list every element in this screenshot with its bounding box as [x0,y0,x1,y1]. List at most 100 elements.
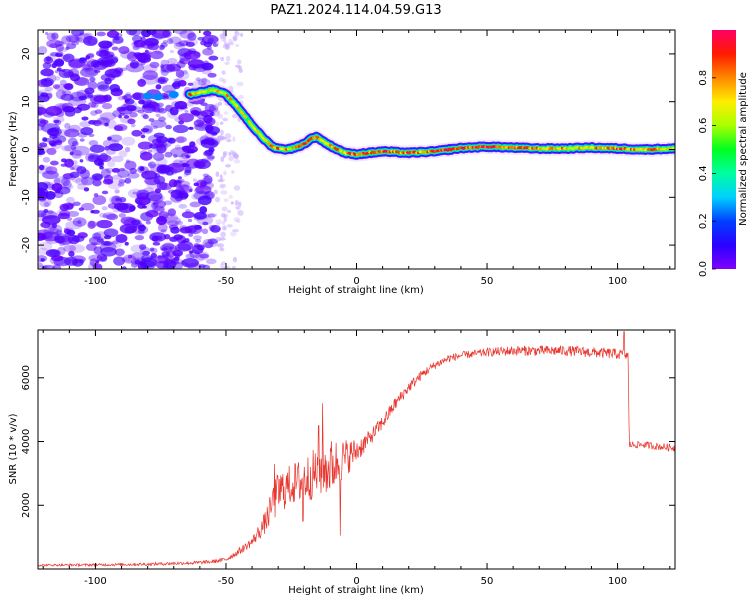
noise-blob [100,41,110,51]
noise-blob [183,172,189,177]
noise-blob [203,150,213,157]
noise-blob [96,219,113,229]
noise-blob [38,262,44,268]
noise-blob [188,233,194,237]
noise-blob [102,214,109,219]
noise-blob [46,147,57,155]
noise-blob [80,126,94,136]
noise-blob [217,179,224,183]
noise-blob [93,175,97,180]
noise-blob [124,146,131,153]
noise-blob [142,51,151,57]
noise-blob [142,104,149,109]
noise-blob [223,111,229,115]
noise-blob [50,160,59,166]
noise-blob [220,213,226,218]
noise-blob [181,260,187,265]
snr-panel: -100 -50 0 50 100 2000 4000 6000 Height of str… [8,329,676,596]
spectrogram-x-tick-label: -50 [218,276,234,287]
snr-y-tick-label: 2000 [21,493,32,518]
noise-blob [163,200,173,206]
noise-blob [98,40,113,49]
noise-blob [49,224,63,235]
noise-blob [112,36,124,44]
noise-blob [38,46,48,55]
noise-blob [87,81,98,90]
noise-blob [219,178,225,182]
noise-blob [228,151,232,157]
noise-blob [114,248,125,257]
noise-blob [207,213,216,218]
noise-blob [235,64,241,68]
noise-blob [64,144,77,152]
noise-blob [38,181,49,192]
noise-blob [101,190,109,195]
noise-blob [111,240,119,245]
noise-blob [77,220,82,224]
noise-blob [161,247,168,251]
noise-blob [99,112,117,121]
noise-blob [71,30,85,37]
noise-blob [193,182,200,187]
noise-blob [118,179,127,184]
noise-blob [179,184,190,193]
noise-blob [108,143,124,152]
noise-blob [230,41,235,46]
noise-blob [210,131,218,137]
snr-y-tick-label: 6000 [21,365,32,390]
noise-blob [52,84,60,89]
noise-blob [68,35,81,44]
noise-blob [53,119,60,124]
noise-blob [41,264,56,269]
noise-blob [207,155,215,162]
noise-blob [176,136,185,144]
figure-title: PAZ1.2024.114.04.59.G13 [270,3,441,18]
noise-blob [151,235,159,242]
spectrogram-x-axis-label: Height of straight line (km) [288,285,424,296]
noise-blob [57,235,73,245]
spectrogram-x-tick-label: 100 [608,276,627,287]
noise-blob [233,217,240,223]
noise-blob [140,134,146,139]
noise-blob [125,30,138,36]
noise-blob [77,183,86,190]
noise-blob [131,35,143,43]
noise-blob [40,68,54,77]
noise-blob [221,261,226,266]
noise-blob [94,109,103,114]
noise-blob [159,195,166,201]
noise-blob [189,141,196,148]
noise-blob [187,248,194,253]
noise-blob [187,82,194,86]
noise-blob [130,123,136,128]
noise-blob [61,102,74,112]
snr-x-axis-label: Height of straight line (km) [288,585,424,596]
noise-blob [88,236,104,246]
noise-blob [65,34,80,43]
noise-blob [91,242,98,246]
noise-blob [69,151,74,156]
noise-blob [134,196,151,206]
noise-blob [89,144,105,153]
noise-blob [236,206,240,211]
noise-blob [51,32,59,40]
noise-blob [194,123,210,131]
noise-blob [64,128,80,138]
noise-blob [169,236,179,242]
noise-blob [55,75,61,81]
snr-x-tick-label: -50 [218,576,234,587]
spectrogram-y-tick-label: 20 [21,48,32,61]
spectrogram-x-tick-label: 50 [481,276,494,287]
noise-blob [196,118,207,125]
noise-blob [148,162,153,167]
noise-blob [42,170,59,180]
noise-blob [155,113,161,118]
noise-blob [63,227,69,231]
noise-blob [134,259,141,265]
noise-blob [226,139,232,143]
noise-blob [156,164,168,174]
noise-blob [96,31,106,37]
snr-x-ticks: -100 -50 0 50 100 [42,330,671,587]
noise-blob [108,67,124,78]
noise-blob [196,136,215,146]
